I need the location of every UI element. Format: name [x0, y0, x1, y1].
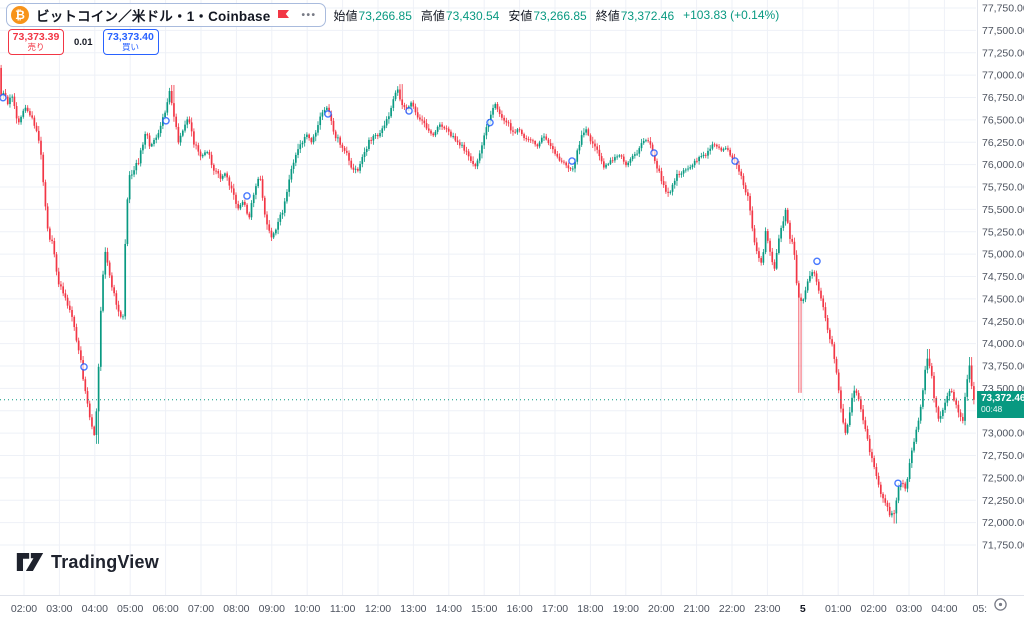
time-axis-label: 16:00: [506, 603, 532, 615]
chart-legend: ₿ ビットコイン／米ドル・1・Coinbase ••• 始値73,266.85 …: [6, 3, 779, 27]
price-axis-label: 76,750.00: [982, 92, 1024, 104]
price-axis-label: 76,500.00: [982, 114, 1024, 126]
time-axis-label: 03:00: [896, 603, 922, 615]
price-axis-label: 77,500.00: [982, 25, 1024, 37]
event-marker-icon[interactable]: [0, 93, 7, 102]
event-marker-icon[interactable]: [486, 118, 494, 127]
price-axis-label: 76,250.00: [982, 137, 1024, 149]
time-axis-label: 04:00: [82, 603, 108, 615]
time-axis-label: 21:00: [683, 603, 709, 615]
event-marker-icon[interactable]: [894, 479, 902, 488]
time-axis-label: 19:00: [613, 603, 639, 615]
price-axis-label: 73,750.00: [982, 361, 1024, 373]
time-axis-label: 05:: [972, 603, 987, 615]
time-axis-label: 01:00: [825, 603, 851, 615]
time-axis-label: 08:00: [223, 603, 249, 615]
event-marker-icon[interactable]: [813, 257, 821, 266]
price-axis-label: 75,250.00: [982, 226, 1024, 238]
low-label: 安値: [508, 8, 533, 23]
price-axis-label: 74,000.00: [982, 338, 1024, 350]
axis-settings-icon[interactable]: [993, 597, 1008, 617]
price-axis-label: 73,000.00: [982, 428, 1024, 440]
price-axis-label: 72,500.00: [982, 472, 1024, 484]
sell-button[interactable]: 73,373.39 売り: [8, 29, 64, 55]
time-axis-label: 02:00: [860, 603, 886, 615]
event-marker-icon[interactable]: [731, 157, 739, 165]
tradingview-logo-icon: [16, 552, 44, 572]
event-marker-icon[interactable]: [568, 157, 576, 165]
open-value: 73,266.85: [358, 8, 412, 23]
time-axis-label: 12:00: [365, 603, 391, 615]
price-axis-label: 77,000.00: [982, 70, 1024, 82]
price-axis-label: 72,250.00: [982, 495, 1024, 507]
time-axis-label: 03:00: [46, 603, 72, 615]
price-axis-label: 75,500.00: [982, 204, 1024, 216]
price-axis-label: 74,250.00: [982, 316, 1024, 328]
event-marker-icon[interactable]: [243, 192, 251, 200]
time-axis-label: 04:00: [931, 603, 957, 615]
close-label: 終値: [595, 8, 620, 23]
price-axis[interactable]: [978, 0, 1024, 595]
time-axis-label: 11:00: [330, 603, 356, 615]
symbol-title: ビットコイン／米ドル・1・Coinbase: [36, 9, 271, 24]
event-marker-icon[interactable]: [162, 116, 170, 125]
price-axis-label: 74,500.00: [982, 293, 1024, 305]
price-axis-label: 72,750.00: [982, 450, 1024, 462]
price-axis-label: 71,750.00: [982, 540, 1024, 552]
low-value: 73,266.85: [533, 8, 587, 23]
last-price-badge[interactable]: 73,372.46 00:48: [977, 391, 1024, 418]
price-axis-label: 74,750.00: [982, 271, 1024, 283]
buy-label: 買い: [121, 42, 139, 53]
event-marker-icon[interactable]: [405, 107, 413, 115]
close-value: 73,372.46: [620, 8, 675, 23]
trade-buttons: 73,373.39 売り 0.01 73,373.40 買い: [8, 29, 159, 55]
sell-label: 売り: [27, 42, 45, 53]
buy-price: 73,373.40: [107, 31, 154, 44]
last-price-value: 73,372.46: [981, 393, 1024, 404]
time-axis-label: 15:00: [471, 603, 497, 615]
price-axis-label: 77,750.00: [982, 3, 1024, 15]
time-axis-label: 07:00: [188, 603, 214, 615]
tradingview-logo[interactable]: TradingView: [16, 551, 159, 573]
time-axis[interactable]: [0, 596, 975, 620]
bitcoin-icon: ₿: [11, 6, 29, 24]
ohlc-values: 始値73,266.85 高値73,430.54 安値73,266.85 終値73…: [334, 7, 780, 24]
time-axis-label: 13:00: [400, 603, 426, 615]
time-axis-label: 05:00: [117, 603, 143, 615]
buy-button[interactable]: 73,373.40 買い: [102, 29, 159, 55]
time-axis-label: 17:00: [542, 603, 568, 615]
time-axis-label: 10:00: [294, 603, 320, 615]
time-axis-label: 14:00: [436, 603, 462, 615]
price-axis-label: 76,000.00: [982, 159, 1024, 171]
event-marker-icon[interactable]: [80, 363, 88, 371]
more-options-button[interactable]: •••: [301, 9, 317, 21]
time-axis-label: 20:00: [648, 603, 674, 615]
time-axis-label: 06:00: [152, 603, 178, 615]
high-value: 73,430.54: [445, 8, 500, 23]
high-label: 高値: [420, 8, 445, 23]
tradingview-logo-text: TradingView: [51, 551, 159, 572]
symbol-info-button[interactable]: ₿ ビットコイン／米ドル・1・Coinbase •••: [6, 3, 326, 27]
time-axis-day-marker: 5: [800, 603, 806, 615]
time-axis-label: 02:00: [11, 603, 37, 615]
price-axis-label: 75,000.00: [982, 249, 1024, 261]
event-marker-icon[interactable]: [324, 110, 332, 118]
red-flag-icon[interactable]: [277, 9, 290, 22]
event-marker-icon[interactable]: [650, 149, 658, 157]
time-axis-label: 22:00: [719, 603, 745, 615]
price-axis-label: 75,750.00: [982, 182, 1024, 194]
spread-value: 0.01: [74, 36, 93, 48]
open-label: 始値: [333, 8, 358, 23]
price-axis-label: 72,000.00: [982, 517, 1024, 529]
time-axis-label: 23:00: [754, 603, 780, 615]
change-value: +103.83 (+0.14%): [683, 8, 780, 22]
sell-price: 73,373.39: [12, 31, 60, 44]
time-axis-label: 18:00: [577, 603, 603, 615]
time-axis-label: 09:00: [259, 603, 285, 615]
bar-countdown: 00:48: [981, 403, 1003, 414]
price-axis-label: 77,250.00: [982, 47, 1024, 59]
